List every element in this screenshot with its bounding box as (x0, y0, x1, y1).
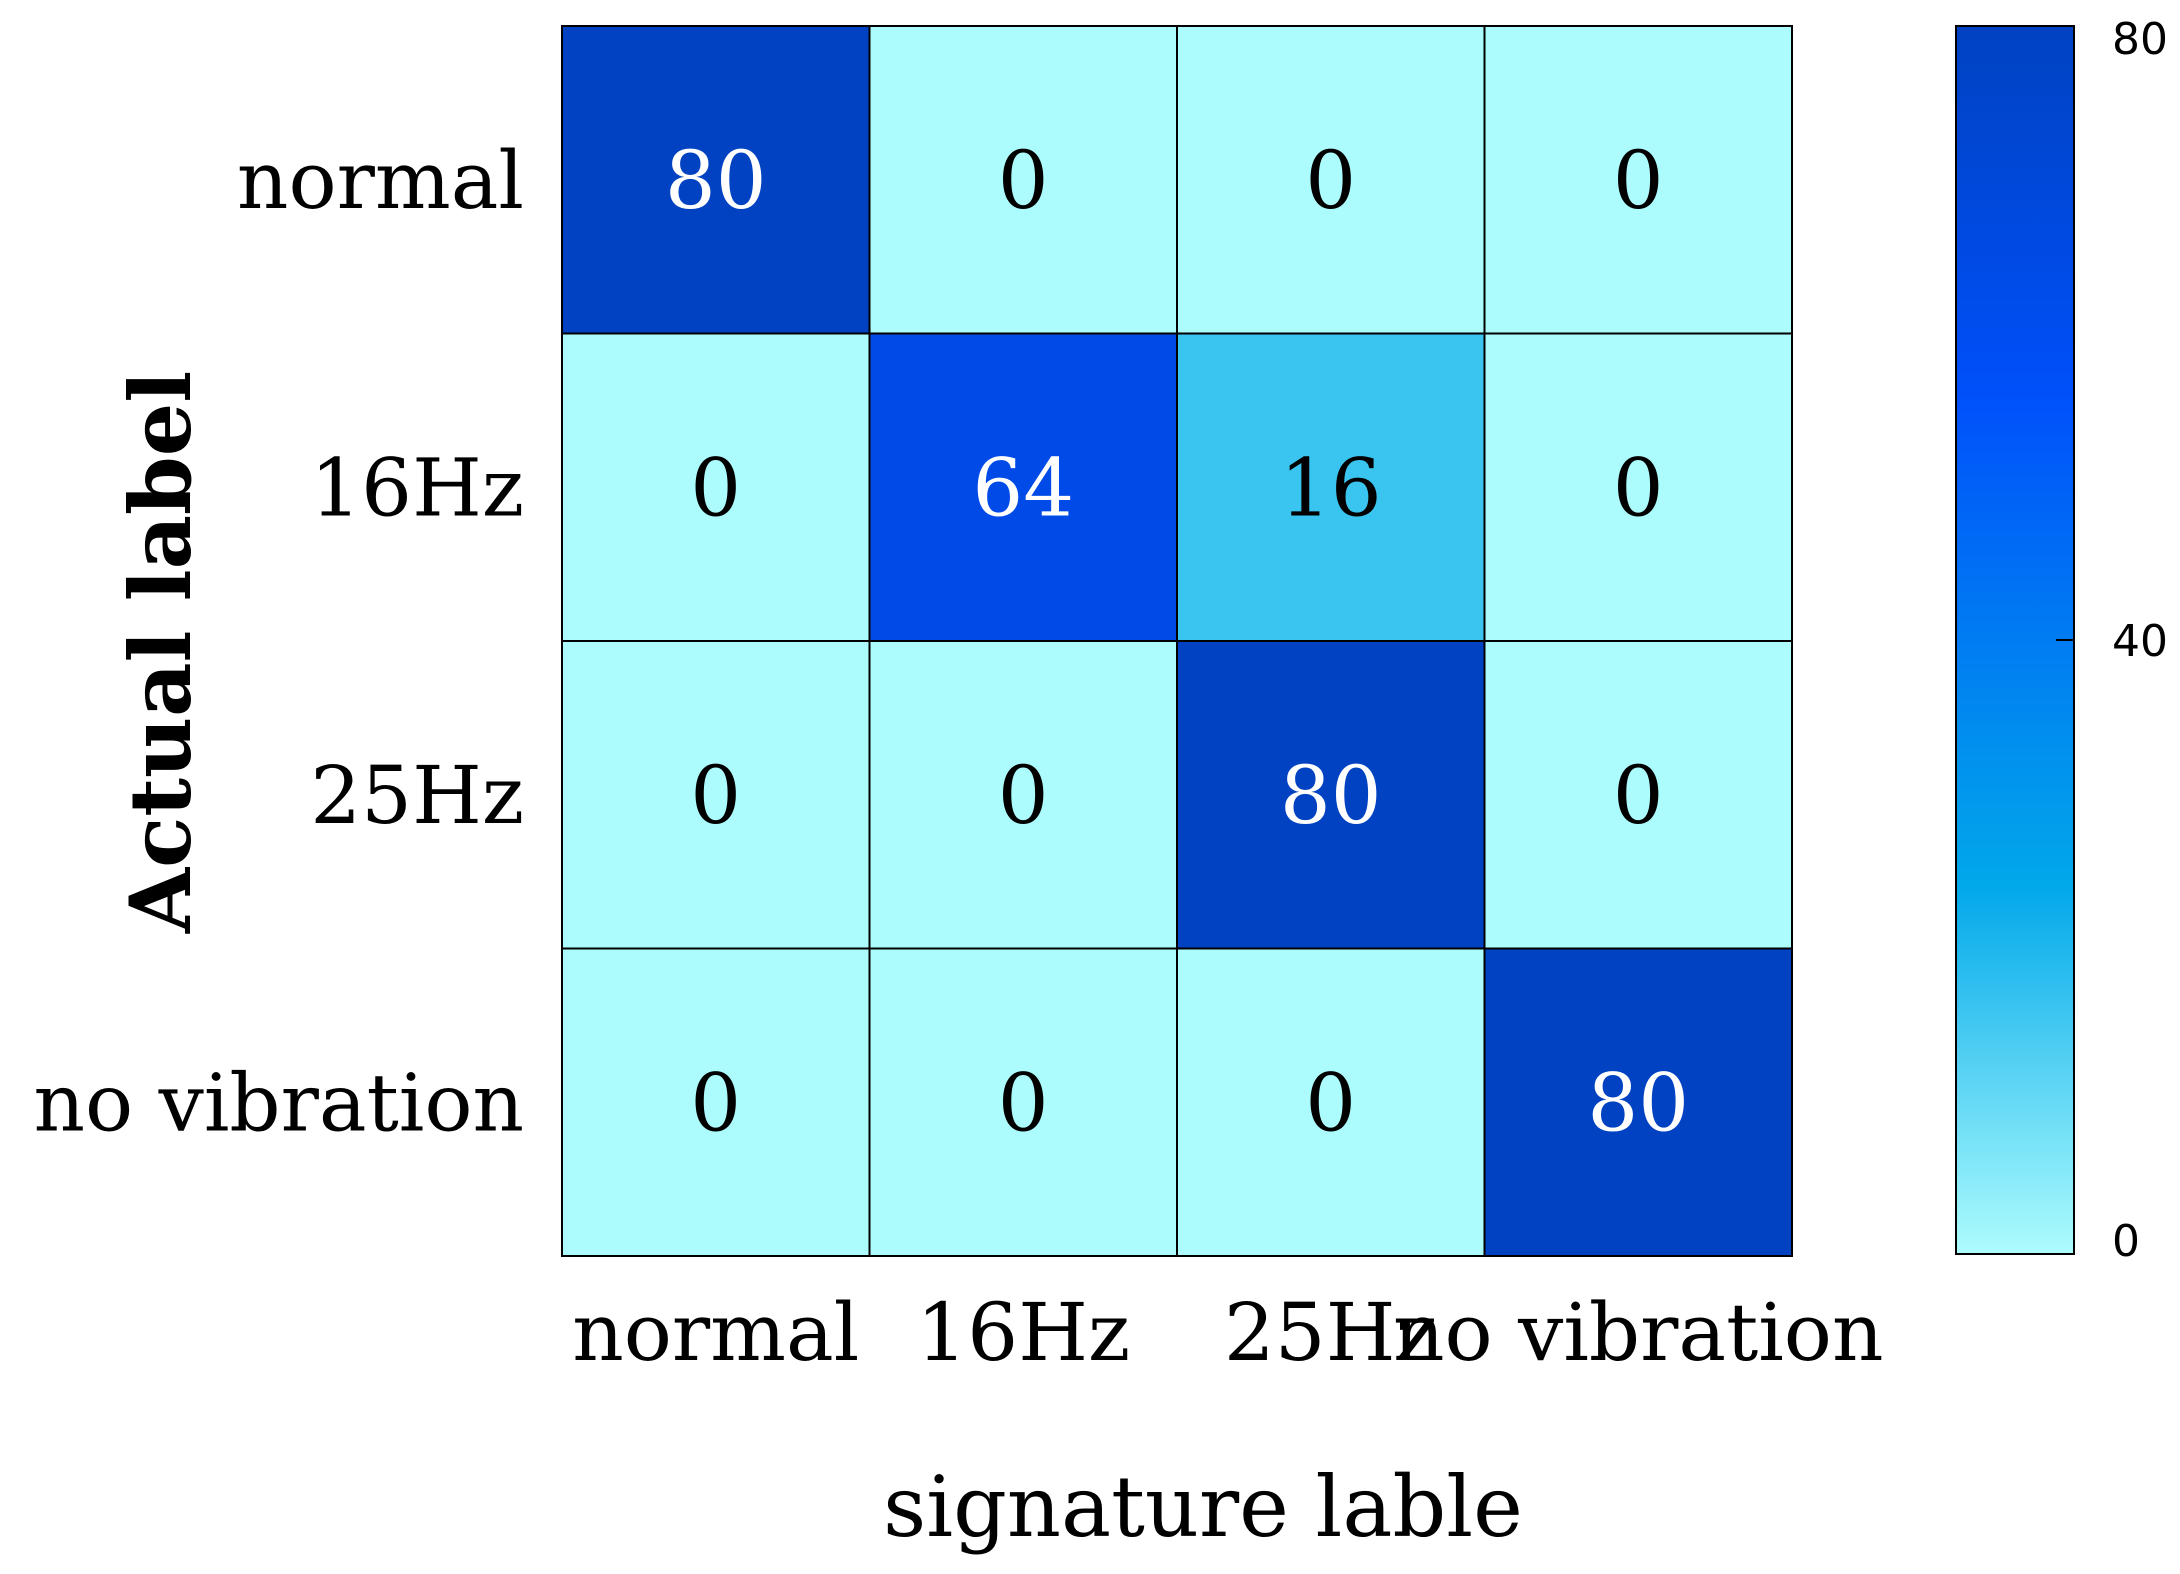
colorbar-tick-label: 40 (2112, 616, 2168, 667)
heatmap-cell (1176, 25, 1486, 335)
y-tick-labels: normal 16Hz 25Hz no vibration (34, 134, 524, 1150)
x-tick-label: 25Hz (1224, 1286, 1438, 1379)
y-tick-label: 25Hz (310, 749, 524, 842)
y-tick-label: normal (237, 134, 524, 227)
heatmap-cell (561, 25, 871, 335)
heatmap-cell (1483, 640, 1793, 950)
cell-value-label: 0 (1613, 749, 1664, 842)
heatmap-cell (868, 25, 1178, 335)
colorbar-gradient (1955, 25, 2075, 1255)
colorbar: 0 40 80 (1955, 14, 2168, 1267)
cell-value-label: 0 (1305, 1056, 1356, 1149)
colorbar-ticks: 0 40 80 (2056, 14, 2168, 1267)
colorbar-tick-label: 80 (2112, 14, 2168, 65)
heatmap-cell (1483, 947, 1793, 1257)
heatmap-cell-labels: 80 0 0 0 0 64 16 0 0 0 80 0 0 0 0 80 (665, 134, 1689, 1150)
cell-value-label: 0 (1305, 134, 1356, 227)
cell-value-label: 64 (972, 441, 1074, 534)
cell-value-label: 0 (998, 749, 1049, 842)
cell-value-label: 0 (998, 134, 1049, 227)
heatmap-cell (561, 947, 871, 1257)
x-tick-label: 16Hz (916, 1286, 1130, 1379)
cell-value-label: 16 (1280, 441, 1382, 534)
heatmap-cell (1176, 947, 1486, 1257)
colorbar-tick-label: 0 (2112, 1216, 2140, 1267)
heatmap-cell (1483, 25, 1793, 335)
cell-value-label: 0 (690, 1056, 741, 1149)
cell-value-label: 0 (690, 749, 741, 842)
y-axis-title: Actual label (111, 371, 210, 934)
y-tick-label: 16Hz (310, 441, 524, 534)
heatmap-cell (1483, 332, 1793, 642)
x-tick-label: normal (572, 1286, 859, 1379)
y-tick-label: no vibration (34, 1056, 524, 1149)
heatmap-cell (868, 640, 1178, 950)
heatmap-cell (868, 332, 1178, 642)
cell-value-label: 80 (665, 134, 767, 227)
cell-value-label: 0 (998, 1056, 1049, 1149)
cell-value-label: 80 (1587, 1056, 1689, 1149)
cell-value-label: 0 (1613, 441, 1664, 534)
cell-value-label: 0 (690, 441, 741, 534)
heatmap-cell (561, 332, 871, 642)
heatmap-cells (561, 25, 1793, 1257)
cell-value-label: 80 (1280, 749, 1382, 842)
cell-value-label: 0 (1613, 134, 1664, 227)
heatmap-cell (1176, 332, 1486, 642)
x-axis-title: signature lable (883, 1458, 1523, 1556)
heatmap-cell (868, 947, 1178, 1257)
x-tick-label: no vibration (1393, 1286, 1883, 1379)
